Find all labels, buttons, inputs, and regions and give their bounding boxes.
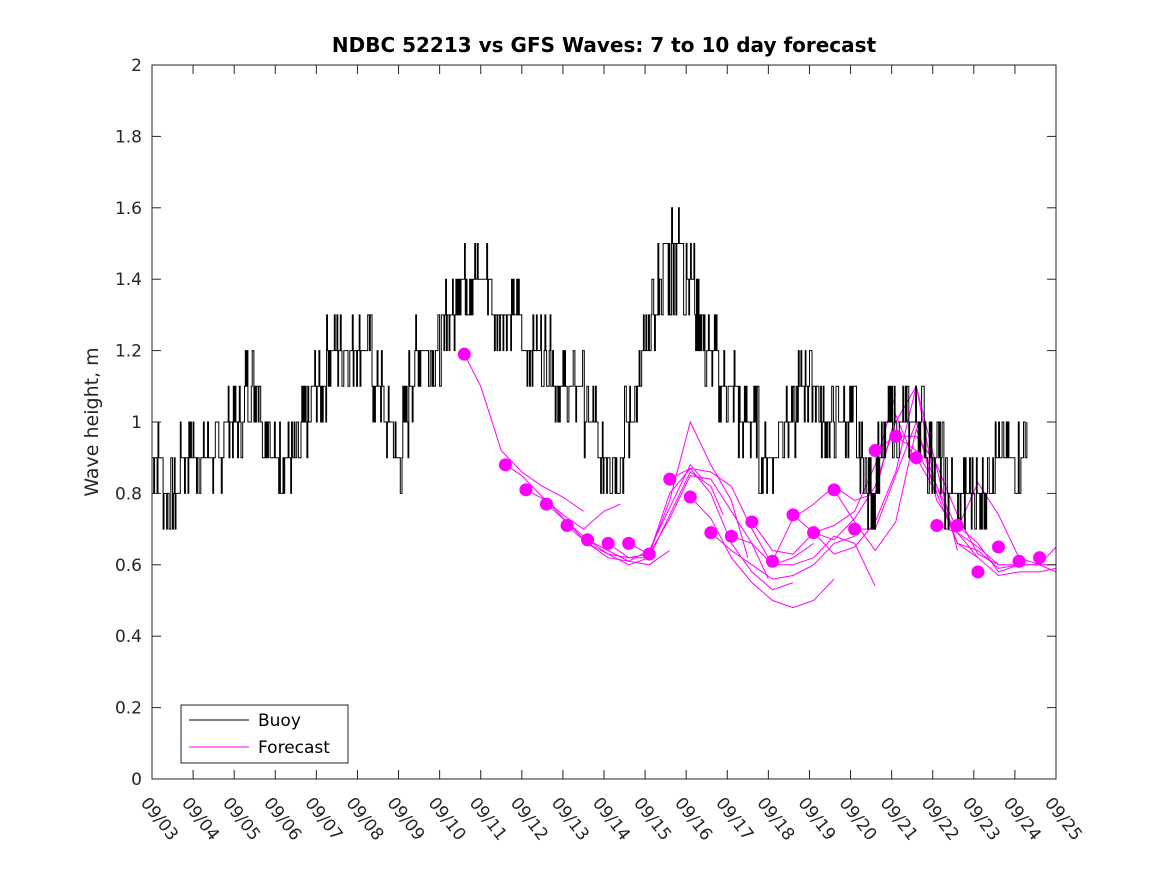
forecast-run-line [669,467,814,566]
y-axis: 0 0.2 0.4 0.6 0.8 1 1.2 1.4 1.6 1.8 2 [115,56,1056,790]
buoy-line [152,207,1028,530]
buoy-line-group [152,207,1028,530]
legend: Buoy Forecast [180,704,349,764]
forecast-point [601,536,615,550]
y-tick-label: 1 [131,413,142,433]
forecast-points [457,347,1047,579]
legend-label-buoy: Buoy [258,711,301,731]
forecast-run-line [751,393,897,555]
forecast-point [889,429,903,443]
forecast-run-line [895,435,1056,566]
forecast-point [991,540,1005,554]
forecast-run-line [710,532,855,580]
forecast-point [642,547,656,561]
y-tick-label: 1.8 [115,127,142,147]
forecast-point [704,526,718,540]
forecast-point [807,526,821,540]
forecast-point [827,483,841,497]
forecast-point [663,472,677,486]
forecast-run-line [607,420,749,559]
forecast-run-line [936,525,1057,577]
forecast-point [745,515,759,529]
forecast-point [971,565,985,579]
forecast-point [498,458,512,472]
forecast-point [909,451,923,465]
y-tick-label: 1.4 [115,270,142,290]
legend-box [180,704,349,764]
forecast-point [519,483,533,497]
forecast-run-line [648,467,794,591]
forecast-point [683,490,697,504]
y-tick-label: 0.4 [115,627,142,647]
y-tick-label: 1.6 [115,199,142,219]
forecast-run-line [731,535,876,587]
y-tick-label: 0.6 [115,556,142,576]
forecast-point [457,347,471,361]
forecast-point [786,508,800,522]
forecast-point [950,519,964,533]
chart-title: NDBC 52213 vs GFS Waves: 7 to 10 day for… [332,33,877,57]
forecast-point [539,497,553,511]
forecast-run-line [505,464,621,530]
forecast-run-line [689,496,835,609]
forecast-point [930,519,944,533]
plot-area [151,64,1057,780]
forecast-point [1012,554,1026,568]
forecast-run-line [628,475,769,580]
y-axis-label: Wave height, m [81,347,103,496]
forecast-point [724,529,738,543]
forecast-point [560,519,574,533]
forecast-point [1033,551,1047,565]
y-tick-label: 1.2 [115,342,142,362]
forecast-run-line [463,353,584,512]
y-tick-label: 0.8 [115,484,142,504]
y-tick-label: 2 [131,56,142,76]
legend-label-forecast: Forecast [258,738,330,758]
forecast-run-line [854,420,999,566]
forecast-point [868,444,882,458]
y-tick-label: 0.2 [115,699,142,719]
y-tick-label: 0 [131,770,142,790]
forecast-point [581,533,595,547]
forecast-lines [463,353,1057,609]
forecast-point [765,554,779,568]
forecast-point [622,536,636,550]
forecast-run-line [813,386,958,555]
forecast-point [848,522,862,536]
